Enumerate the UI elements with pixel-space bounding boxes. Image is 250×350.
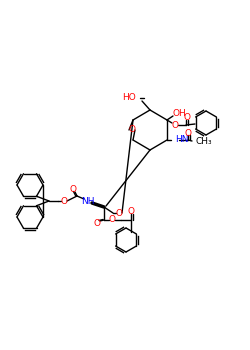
Text: O: O — [70, 184, 76, 194]
Text: OH: OH — [172, 108, 186, 118]
Text: HN: HN — [175, 135, 188, 145]
Text: O: O — [184, 113, 190, 122]
Text: HO: HO — [122, 93, 136, 103]
Text: O: O — [128, 126, 136, 134]
Text: O: O — [172, 120, 178, 130]
Text: O: O — [108, 216, 116, 224]
Text: CH₃: CH₃ — [196, 138, 212, 147]
Text: O: O — [128, 208, 134, 217]
Text: NH: NH — [81, 196, 95, 205]
Text: O: O — [94, 218, 100, 228]
Text: O: O — [116, 209, 122, 217]
Text: O: O — [184, 128, 192, 138]
Text: O: O — [60, 196, 68, 205]
